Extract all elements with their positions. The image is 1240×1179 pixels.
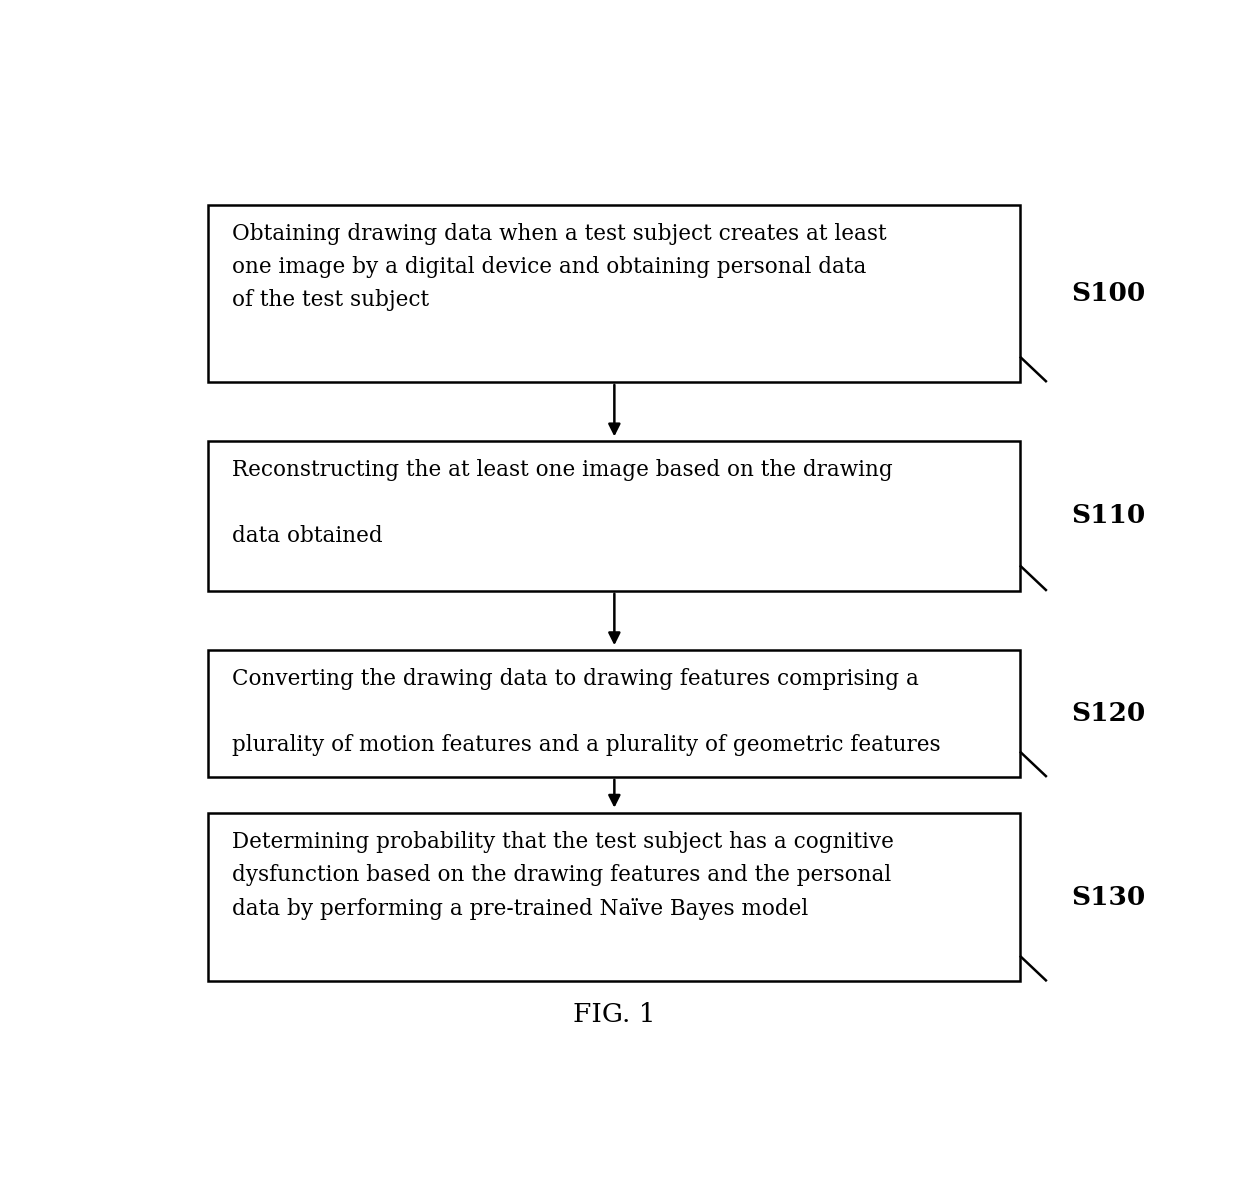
Text: S130: S130 [1071,884,1145,910]
Text: S120: S120 [1071,700,1145,726]
Text: Determining probability that the test subject has a cognitive
dysfunction based : Determining probability that the test su… [232,831,894,920]
Text: Converting the drawing data to drawing features comprising a

plurality of motio: Converting the drawing data to drawing f… [232,668,940,756]
Bar [208,205,1019,382]
Text: S100: S100 [1071,281,1145,307]
Text: Obtaining drawing data when a test subject creates at least
one image by a digit: Obtaining drawing data when a test subje… [232,223,887,311]
Bar [208,814,1019,981]
Bar [208,650,1019,777]
Text: FIG. 1: FIG. 1 [573,1002,656,1027]
Bar [208,441,1019,591]
Text: S110: S110 [1071,503,1145,528]
Text: Reconstructing the at least one image based on the drawing

data obtained: Reconstructing the at least one image ba… [232,460,893,547]
